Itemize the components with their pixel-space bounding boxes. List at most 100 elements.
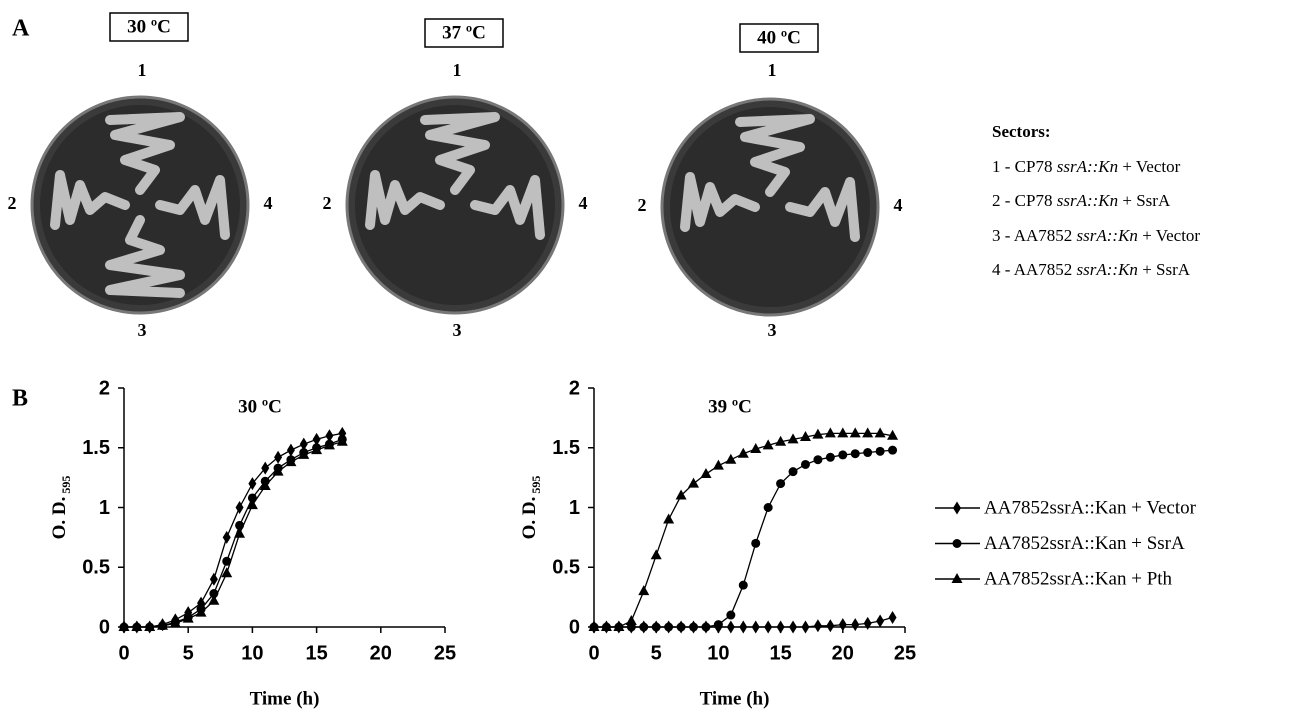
point xyxy=(714,620,723,629)
point xyxy=(838,450,847,459)
point xyxy=(862,427,873,437)
sector-number: 2 xyxy=(638,195,647,215)
point xyxy=(726,611,735,620)
temperature-label: 30 ºC xyxy=(127,16,171,37)
y-axis-label: O. D. 595 xyxy=(49,476,72,540)
sector-item: 3 - AA7852 ssrA::Kn + Vector xyxy=(992,219,1200,254)
x-axis-label: Time (h) xyxy=(250,688,320,709)
y-tick-label: 0 xyxy=(569,616,580,638)
y-axis-label-subscript: 595 xyxy=(529,476,543,494)
point xyxy=(725,454,736,464)
sector-gene: ssrA::Kn xyxy=(1077,260,1138,279)
sector-prefix: 1 - CP78 xyxy=(992,157,1052,176)
point xyxy=(701,623,710,632)
y-tick-label: 1.5 xyxy=(552,437,580,459)
sector-number: 3 xyxy=(768,320,777,340)
y-axis-label-main: O. D. xyxy=(49,497,70,540)
y-tick-label: 0.5 xyxy=(552,557,580,579)
point xyxy=(727,621,735,634)
x-tick-label: 25 xyxy=(894,642,916,664)
x-axis-label: Time (h) xyxy=(700,688,770,709)
temperature-label: 37 ºC xyxy=(442,22,486,43)
point xyxy=(739,621,747,634)
sector-number: 2 xyxy=(323,193,332,213)
x-tick-label: 20 xyxy=(832,642,854,664)
y-tick-label: 1 xyxy=(99,497,110,519)
y-tick-label: 0.5 xyxy=(82,557,110,579)
point xyxy=(689,623,698,632)
point xyxy=(208,595,219,605)
point xyxy=(663,513,674,523)
y-axis-label-subscript: 595 xyxy=(59,476,73,494)
point xyxy=(626,615,637,625)
point xyxy=(739,581,748,590)
sector-number: 2 xyxy=(8,193,17,213)
sector-prefix: 3 - AA7852 xyxy=(992,226,1072,245)
sector-item: 4 - AA7852 ssrA::Kn + SsrA xyxy=(992,253,1200,288)
temperature-label: 40 ºC xyxy=(757,27,801,48)
sector-number: 4 xyxy=(264,193,273,213)
point xyxy=(751,539,760,548)
point xyxy=(825,427,836,437)
x-tick-label: 5 xyxy=(651,642,662,664)
point xyxy=(889,611,897,624)
point xyxy=(777,621,785,634)
point xyxy=(851,449,860,458)
point xyxy=(789,467,798,476)
series-line xyxy=(124,442,342,627)
sector-prefix: 4 - AA7852 xyxy=(992,260,1072,279)
sector-gene: ssrA::Kn xyxy=(1057,157,1118,176)
point xyxy=(664,623,673,632)
x-tick-label: 5 xyxy=(183,642,194,664)
legend-label: AA7852ssrA::Kan + Pth xyxy=(984,568,1173,589)
point xyxy=(688,478,699,488)
point xyxy=(826,619,834,632)
point xyxy=(274,451,282,464)
sector-number: 1 xyxy=(138,60,147,80)
sector-suffix: + Vector xyxy=(1142,226,1200,245)
point xyxy=(839,618,847,631)
figure-canvas: A B 30 ºC124337 ºC124340 ºC1243 00.511.5… xyxy=(0,0,1298,718)
series-line xyxy=(594,450,893,627)
sector-number: 1 xyxy=(768,60,777,80)
x-tick-label: 10 xyxy=(241,642,263,664)
x-tick-label: 25 xyxy=(434,642,456,664)
point xyxy=(876,615,884,628)
legend-marker xyxy=(953,502,961,515)
sector-number: 4 xyxy=(579,193,588,213)
point xyxy=(814,619,822,632)
x-tick-label: 0 xyxy=(118,642,129,664)
figure: A B 30 ºC124337 ºC124340 ºC1243 00.511.5… xyxy=(0,0,1298,718)
x-tick-label: 0 xyxy=(588,642,599,664)
legend-label: AA7852ssrA::Kan + Vector xyxy=(984,497,1197,518)
point xyxy=(826,453,835,462)
sector-number: 3 xyxy=(138,320,147,340)
point xyxy=(639,623,648,632)
point xyxy=(247,499,258,509)
sectors-legend: Sectors: 1 - CP78 ssrA::Kn + Vector2 - C… xyxy=(992,115,1200,288)
point xyxy=(863,448,872,457)
sector-suffix: + SsrA xyxy=(1142,260,1190,279)
y-tick-label: 1 xyxy=(569,497,580,519)
point xyxy=(801,621,809,634)
point xyxy=(652,623,661,632)
panel-label: A xyxy=(12,16,30,42)
legend-label: AA7852ssrA::Kan + SsrA xyxy=(984,533,1185,554)
x-tick-label: 15 xyxy=(305,642,327,664)
point xyxy=(851,618,859,631)
sectors-title: Sectors: xyxy=(992,115,1200,150)
point xyxy=(764,621,772,634)
chart-title: 39 ºC xyxy=(708,396,752,417)
point xyxy=(764,503,773,512)
y-axis-label-main: O. D. xyxy=(519,497,540,540)
point xyxy=(261,462,269,475)
sector-number: 4 xyxy=(894,195,903,215)
sector-number: 1 xyxy=(453,60,462,80)
chart-title: 30 ºC xyxy=(238,396,282,417)
point xyxy=(801,460,810,469)
point xyxy=(752,621,760,634)
y-tick-label: 2 xyxy=(99,377,110,399)
